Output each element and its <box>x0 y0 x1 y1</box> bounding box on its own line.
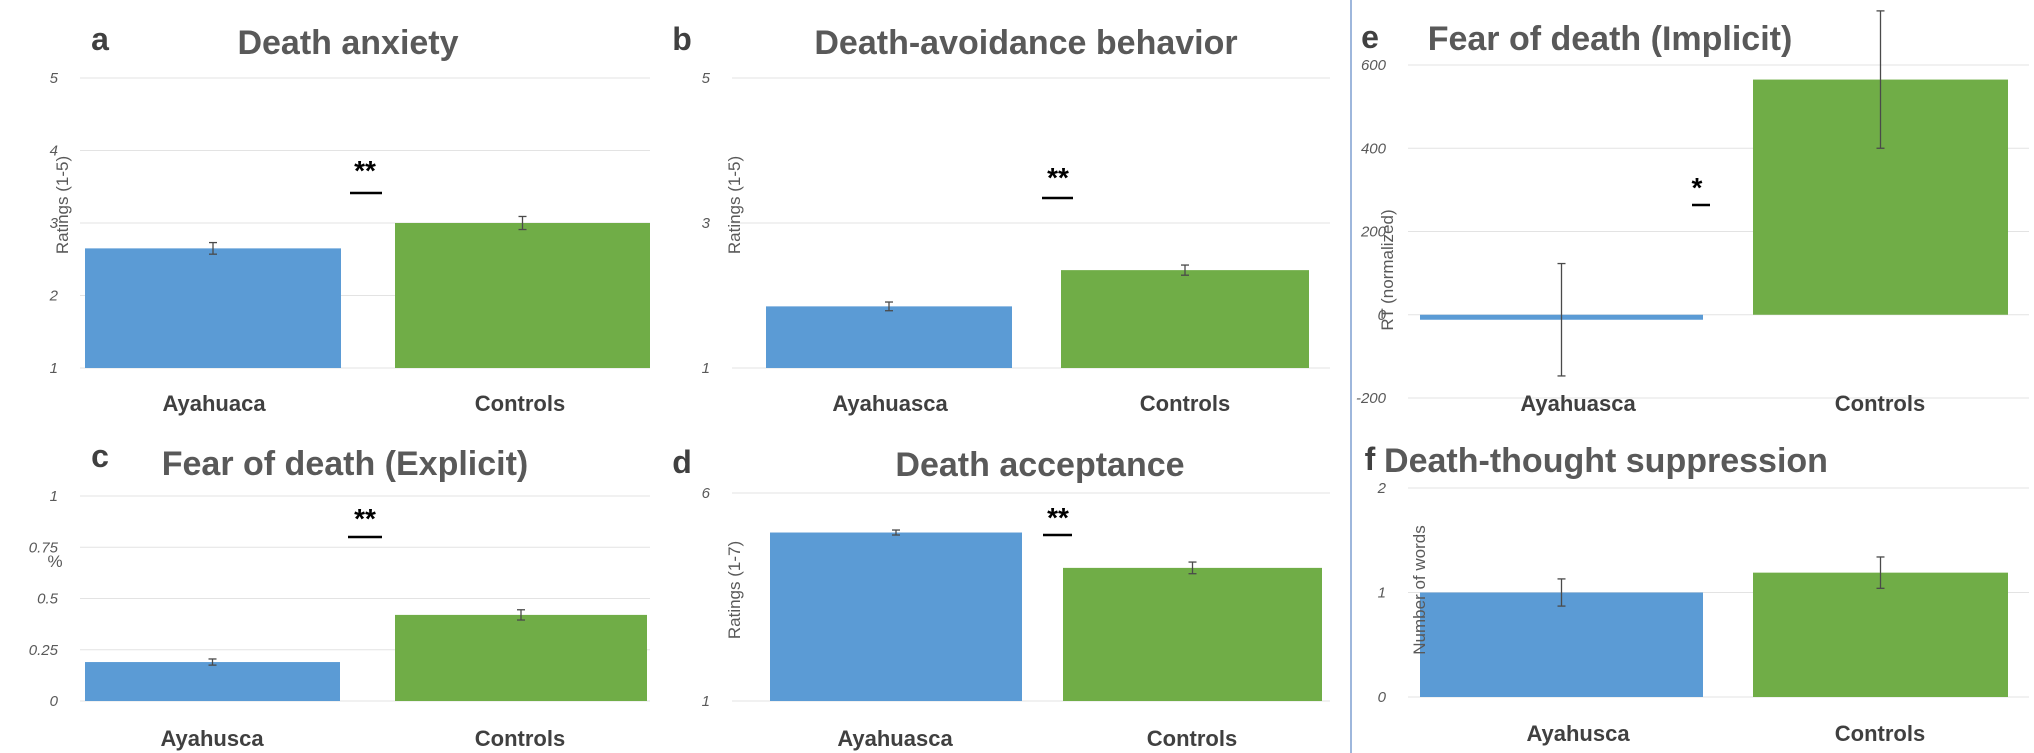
y-tick-label: 5 <box>702 70 711 87</box>
panel-letter: d <box>672 444 692 480</box>
y-tick-label: 1 <box>50 360 58 377</box>
significance-marker: ** <box>354 155 376 186</box>
panel-letter: b <box>672 21 692 57</box>
chart-title: Death acceptance <box>895 446 1184 484</box>
category-label: Controls <box>1835 391 1925 416</box>
panel-f: 0 1 2 Ayahusca Controls Death-thought suppres… <box>1365 441 2029 746</box>
chart-title: Fear of death (Explicit) <box>162 445 529 483</box>
y-tick-label: 1 <box>702 693 710 710</box>
category-label: Controls <box>475 726 565 751</box>
bar-ayahusca <box>1420 592 1703 697</box>
y-tick-label: 1 <box>50 488 58 505</box>
panel-letter: c <box>91 438 109 474</box>
chart-title: Fear of death (Implicit) <box>1428 20 1793 58</box>
y-tick-label: 6 <box>702 485 711 502</box>
bar-controls <box>1753 572 2008 697</box>
bar-ayahuasca <box>766 306 1012 368</box>
bar-controls <box>395 614 647 701</box>
significance-marker: ** <box>1047 162 1069 193</box>
category-label: Controls <box>1835 721 1925 746</box>
y-tick-label: 0.5 <box>37 591 59 608</box>
y-tick-label: 3 <box>702 215 711 232</box>
category-label: Ayahuasca <box>837 726 953 751</box>
panel-letter: a <box>91 21 109 57</box>
chart-title: Death anxiety <box>237 24 458 62</box>
y-tick-label: 1 <box>702 360 710 377</box>
y-tick-label: 200 <box>1360 224 1387 241</box>
chart-title: Death-avoidance behavior <box>814 24 1237 62</box>
y-axis-label: Ratings (1-5) <box>53 156 72 254</box>
bar-controls <box>1061 270 1309 368</box>
panel-d: 1 6 Ayahuasca Controls Death acceptance d Rati… <box>672 444 1330 751</box>
y-tick-label: 0 <box>1378 307 1387 324</box>
panel-b: 1 3 5 Ayahuasca Controls Death-avoidance beha… <box>672 21 1330 416</box>
y-axis-label: Number of words <box>1410 525 1429 654</box>
significance-marker: * <box>1692 172 1703 203</box>
panel-e: -200 0 200 400 600 Ayahuasca Controls Fear of d… <box>1356 10 2029 416</box>
bar-ayahuaca <box>85 248 341 368</box>
y-axis-label: Ratings (1-7) <box>725 541 744 639</box>
category-label: Ayahusca <box>160 726 264 751</box>
y-tick-label: -200 <box>1356 390 1387 407</box>
y-tick-label: 4 <box>50 143 58 160</box>
bar-controls <box>395 223 650 368</box>
y-axis-label: RT (normalized) <box>1378 209 1397 330</box>
y-tick-label: 400 <box>1361 140 1387 157</box>
category-label: Ayahuaca <box>162 391 266 416</box>
category-label: Controls <box>1147 726 1237 751</box>
bar-ayahusca <box>85 662 340 701</box>
category-label: Controls <box>475 391 565 416</box>
y-tick-label: 0.75 <box>29 539 59 556</box>
category-label: Ayahusca <box>1526 721 1630 746</box>
chart-title: Death-thought suppression <box>1384 442 1828 480</box>
y-tick-label: 0.25 <box>29 642 59 659</box>
y-tick-label: 1 <box>1378 585 1386 602</box>
bar-controls <box>1063 567 1322 701</box>
y-tick-label: 2 <box>1377 480 1387 497</box>
significance-marker: ** <box>354 503 376 534</box>
significance-marker: ** <box>1047 502 1069 533</box>
y-axis-label: Ratings (1-5) <box>725 156 744 254</box>
category-label: Ayahuasca <box>832 391 948 416</box>
panel-letter: f <box>1365 441 1376 477</box>
y-tick-label: 2 <box>49 288 59 305</box>
panel-letter: e <box>1361 19 1379 55</box>
y-tick-label: 600 <box>1361 57 1387 74</box>
y-tick-label: 5 <box>50 70 59 87</box>
y-tick-label: 0 <box>50 693 59 710</box>
panel-c: 0 0.25 0.5 0.75 1 Ayahusca Controls Fear of dea… <box>29 438 650 751</box>
panel-a: 1 2 3 4 5 Ayahuaca Controls Death anxiety a Ratin… <box>49 21 650 416</box>
category-label: Controls <box>1140 391 1230 416</box>
y-tick-label: 0 <box>1378 689 1387 706</box>
category-label: Ayahuasca <box>1520 391 1636 416</box>
bar-ayahuasca <box>770 532 1022 701</box>
y-tick-label: 3 <box>50 215 59 232</box>
y-axis-label: % <box>47 552 62 571</box>
